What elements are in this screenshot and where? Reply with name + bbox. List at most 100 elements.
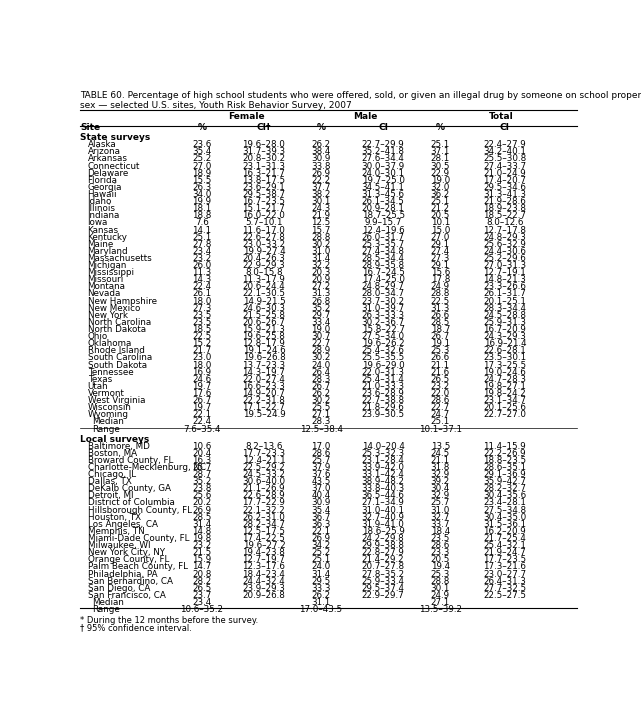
Text: 24.4–30.6: 24.4–30.6 xyxy=(483,247,526,256)
Text: Wisconsin: Wisconsin xyxy=(88,403,131,412)
Text: 19.9–27.4: 19.9–27.4 xyxy=(242,247,285,256)
Text: 12.5: 12.5 xyxy=(312,218,331,227)
Text: 33.7: 33.7 xyxy=(431,520,450,528)
Text: 14.9–21.5: 14.9–21.5 xyxy=(242,296,285,306)
Text: 23.1–28.4: 23.1–28.4 xyxy=(362,456,404,465)
Text: 23.4: 23.4 xyxy=(192,247,212,256)
Text: 31.3–45.6: 31.3–45.6 xyxy=(362,190,404,199)
Text: 24.9: 24.9 xyxy=(431,283,450,291)
Text: 22.7–27.0: 22.7–27.0 xyxy=(483,410,526,420)
Text: 16.0–22.0: 16.0–22.0 xyxy=(242,211,285,221)
Text: Arizona: Arizona xyxy=(88,147,121,156)
Text: 28.6: 28.6 xyxy=(431,396,450,405)
Text: 31.4: 31.4 xyxy=(192,520,212,528)
Text: 23.5: 23.5 xyxy=(192,311,212,320)
Text: 26.0: 26.0 xyxy=(192,261,212,270)
Text: 14.7: 14.7 xyxy=(192,562,212,572)
Text: 18.7–25.5: 18.7–25.5 xyxy=(362,211,404,221)
Text: 15.6: 15.6 xyxy=(431,268,450,277)
Text: 19.7: 19.7 xyxy=(192,403,212,412)
Text: sex — selected U.S. sites, Youth Risk Behavior Survey, 2007: sex — selected U.S. sites, Youth Risk Be… xyxy=(80,101,352,110)
Text: 25.4–31.4: 25.4–31.4 xyxy=(362,375,404,384)
Text: 19.6–25.8: 19.6–25.8 xyxy=(242,332,285,341)
Text: 19.4: 19.4 xyxy=(431,562,450,572)
Text: 25.2: 25.2 xyxy=(192,154,212,164)
Text: 22.0–27.4: 22.0–27.4 xyxy=(242,375,285,384)
Text: 16.3–21.7: 16.3–21.7 xyxy=(242,169,285,177)
Text: 24.0: 24.0 xyxy=(312,562,331,572)
Text: 35.2: 35.2 xyxy=(312,304,331,313)
Text: 31.5–36.1: 31.5–36.1 xyxy=(483,520,526,528)
Text: 27.0–31.3: 27.0–31.3 xyxy=(483,261,526,270)
Text: Rhode Island: Rhode Island xyxy=(88,346,144,355)
Text: Iowa: Iowa xyxy=(88,218,108,227)
Text: 34.0: 34.0 xyxy=(192,190,212,199)
Text: 43.5: 43.5 xyxy=(312,477,331,486)
Text: 17.4–22.5: 17.4–22.5 xyxy=(242,534,285,543)
Text: 31.3: 31.3 xyxy=(431,304,450,313)
Text: 25.3–32.3: 25.3–32.3 xyxy=(362,448,404,458)
Text: Boston, MA: Boston, MA xyxy=(88,448,137,458)
Text: 22.7: 22.7 xyxy=(312,340,331,348)
Text: 26.1–31.7: 26.1–31.7 xyxy=(483,290,526,298)
Text: 25.3: 25.3 xyxy=(431,570,450,578)
Text: 22.9: 22.9 xyxy=(431,169,450,177)
Text: 12.4–21.1: 12.4–21.1 xyxy=(243,456,285,465)
Text: 21.7: 21.7 xyxy=(192,346,212,355)
Text: 30.1: 30.1 xyxy=(431,584,450,593)
Text: 31.8: 31.8 xyxy=(431,463,450,472)
Text: 26.6: 26.6 xyxy=(431,353,450,363)
Text: Maryland: Maryland xyxy=(88,247,128,256)
Text: 28.6: 28.6 xyxy=(312,448,331,458)
Text: 33.8: 33.8 xyxy=(312,162,331,171)
Text: 12.7–17.8: 12.7–17.8 xyxy=(483,226,526,234)
Text: 23.5: 23.5 xyxy=(192,318,212,327)
Text: 23.4–28.1: 23.4–28.1 xyxy=(483,498,526,508)
Text: 26.0–31.7: 26.0–31.7 xyxy=(362,233,404,242)
Text: 19.8–27.1: 19.8–27.1 xyxy=(483,382,526,391)
Text: 35.4: 35.4 xyxy=(192,147,212,156)
Text: 19.7–25.0: 19.7–25.0 xyxy=(362,176,404,185)
Text: 12.8–17.9: 12.8–17.9 xyxy=(242,340,285,348)
Text: 23.6–29.1: 23.6–29.1 xyxy=(242,183,285,192)
Text: * During the 12 months before the survey.: * During the 12 months before the survey… xyxy=(80,616,258,625)
Text: Hawaii: Hawaii xyxy=(88,190,117,199)
Text: 16.6–23.3: 16.6–23.3 xyxy=(242,382,285,391)
Text: 22.7–38.8: 22.7–38.8 xyxy=(362,396,404,405)
Text: 30.9: 30.9 xyxy=(312,498,331,508)
Text: 23.3: 23.3 xyxy=(431,548,450,557)
Text: 26.9: 26.9 xyxy=(312,169,331,177)
Text: 30.5: 30.5 xyxy=(431,162,450,171)
Text: 32.0: 32.0 xyxy=(431,183,450,192)
Text: 30.2: 30.2 xyxy=(312,240,331,249)
Text: 17.0: 17.0 xyxy=(312,441,331,451)
Text: 29.5–37.4: 29.5–37.4 xyxy=(362,584,404,593)
Text: 28.0–34.7: 28.0–34.7 xyxy=(362,290,404,298)
Text: 31.9–41.0: 31.9–41.0 xyxy=(362,520,404,528)
Text: 24.9: 24.9 xyxy=(431,590,450,600)
Text: 24.2–29.8: 24.2–29.8 xyxy=(362,534,404,543)
Text: 21.2: 21.2 xyxy=(431,204,450,213)
Text: New York City, NY: New York City, NY xyxy=(88,548,165,557)
Text: 28.2–34.7: 28.2–34.7 xyxy=(242,520,285,528)
Text: 26.7: 26.7 xyxy=(312,382,331,391)
Text: 12.3–17.6: 12.3–17.6 xyxy=(242,562,285,572)
Text: 25.2–29.6: 25.2–29.6 xyxy=(483,254,526,263)
Text: 32.9: 32.9 xyxy=(431,470,450,479)
Text: 20.5: 20.5 xyxy=(431,211,450,221)
Text: 18.9–23.8: 18.9–23.8 xyxy=(483,204,526,213)
Text: 15.8–22.7: 15.8–22.7 xyxy=(362,325,404,334)
Text: 22.0: 22.0 xyxy=(431,389,450,398)
Text: Idaho: Idaho xyxy=(88,197,112,206)
Text: 29.1–36.9: 29.1–36.9 xyxy=(483,470,526,479)
Text: 13.8–17.5: 13.8–17.5 xyxy=(242,176,285,185)
Text: 25.1: 25.1 xyxy=(431,197,450,206)
Text: Utah: Utah xyxy=(88,382,108,391)
Text: New Mexico: New Mexico xyxy=(88,304,140,313)
Text: 36.5–44.6: 36.5–44.6 xyxy=(362,491,404,500)
Text: 16.9: 16.9 xyxy=(192,368,212,376)
Text: 22.7–29.9: 22.7–29.9 xyxy=(362,141,404,149)
Text: New Hampshire: New Hampshire xyxy=(88,296,156,306)
Text: 18.5: 18.5 xyxy=(192,325,212,334)
Text: Kentucky: Kentucky xyxy=(88,233,128,242)
